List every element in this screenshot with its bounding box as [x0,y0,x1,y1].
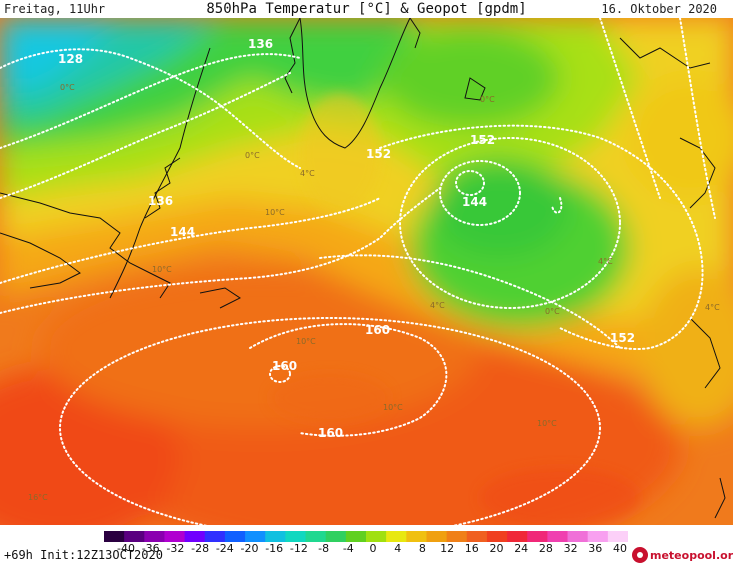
colorbar-swatch [386,531,407,542]
colorbar-swatch [527,531,548,542]
temp-label: 4°C [300,169,315,178]
colorbar-swatch [285,531,307,542]
map-title: 850hPa Temperatur [°C] & Geopot [gpdm] [206,1,527,17]
geopotential-isolines [0,18,716,525]
temp-label: 10°C [296,337,316,346]
colorbar-tick-label: 36 [588,542,603,555]
temp-label: 10°C [537,419,557,428]
geopot-label: 128 [58,52,83,66]
colorbar-ticks: -40 -36 -32 -28 -24 -20 -16 -12 -8 -4 0 4 8 12 16 20 24 2… [0,542,733,556]
colorbar-swatch [325,531,347,542]
temp-label: 16°C [28,493,48,502]
colorbar-tick-label: 0 [369,542,377,555]
temp-label: 4°C [430,301,445,310]
colorbar-swatch [406,531,427,542]
colorbar-tick-label: 8 [418,542,426,555]
temp-label: 0°C [545,307,560,316]
colorbar-tick-label: 12 [440,542,455,555]
colorbar-tick-label: -40 [117,542,135,555]
colorbar-swatch [345,531,367,542]
temperature-map: 128 136 136 144 152 152 144 152 160 160 … [0,18,733,525]
geopot-label: 144 [170,225,195,239]
colorbar-swatch [486,531,508,542]
colorbar-swatch [426,531,448,542]
colorbar-tick-label: 20 [489,542,504,555]
brand-logo[interactable]: meteopool.org [632,546,733,564]
temperature-labels: 0°C 0°C 4°C 4°C 4°C 10°C 10°C 10°C 10°C … [28,83,720,502]
init-time-label: +69h Init:12Z13OCT2020 [4,548,163,562]
colorbar-swatch [184,531,206,542]
temp-label: 10°C [152,265,172,274]
geopot-label: 160 [272,359,297,373]
colorbar-swatch [567,531,589,542]
colorbar-tick-label: 24 [514,542,529,555]
colorbar-swatch [265,531,286,542]
temp-label: 10°C [265,208,285,217]
legend-footer: -40 -36 -32 -28 -24 -20 -16 -12 -8 -4 0 4 8 12 16 20 24 2… [0,525,733,566]
colorbar-tick-label: 40 [613,542,627,555]
colorbar-swatch [587,531,609,542]
forecast-day-label: Freitag, 11Uhr [4,2,106,16]
temperature-field [0,18,733,525]
forecast-date-label: 16. Oktober 2020 [601,2,717,16]
colorbar-swatch [245,531,266,542]
colorbar-swatch [224,531,246,542]
geopotential-labels: 128 136 136 144 152 152 144 152 160 160 … [58,37,635,440]
colorbar-tick-label: -32 [166,542,185,555]
colorbar-swatch [144,531,165,542]
temp-label: 4°C [598,257,613,266]
temp-label: 4°C [705,303,720,312]
colorbar-swatch [507,531,528,542]
colorbar [104,531,628,542]
colorbar-tick-label: -4 [342,542,354,555]
geopot-label: 160 [318,426,343,440]
colorbar-swatch [607,531,628,542]
geopot-label: 152 [610,331,635,345]
logo-text: meteopool.org [650,548,733,562]
colorbar-swatch [366,531,387,542]
colorbar-tick-label: -24 [215,542,234,555]
colorbar-swatch [547,531,569,542]
temp-label: 10°C [383,403,403,412]
geopot-label: 160 [365,323,390,337]
colorbar-swatch [124,531,145,542]
colorbar-tick-label: -36 [141,542,160,555]
temp-label: 0°C [60,83,75,92]
colorbar-swatch [466,531,488,542]
colorbar-swatch [204,531,226,542]
geopot-label: 136 [148,194,173,208]
colorbar-swatch [164,531,186,542]
meteopool-logo-icon [632,547,648,563]
colorbar-tick-label: -8 [318,542,330,555]
colorbar-tick-label: -28 [191,542,210,555]
colorbar-tick-label: -16 [265,542,284,555]
colorbar-tick-label: 16 [464,542,479,555]
geopot-label: 152 [366,147,391,161]
temp-label: 0°C [480,95,495,104]
colorbar-tick-label: 4 [394,542,402,555]
colorbar-tick-label: -20 [240,542,259,555]
geopot-label: 136 [248,37,273,51]
colorbar-swatch [104,531,125,542]
colorbar-swatch [446,531,468,542]
colorbar-swatch [305,531,327,542]
colorbar-tick-label: 28 [538,542,553,555]
geopot-label: 144 [462,195,487,209]
colorbar-tick-label: -12 [289,542,308,555]
temp-label: 0°C [245,151,260,160]
geopot-label: 152 [470,133,495,147]
colorbar-tick-label: 32 [563,542,578,555]
